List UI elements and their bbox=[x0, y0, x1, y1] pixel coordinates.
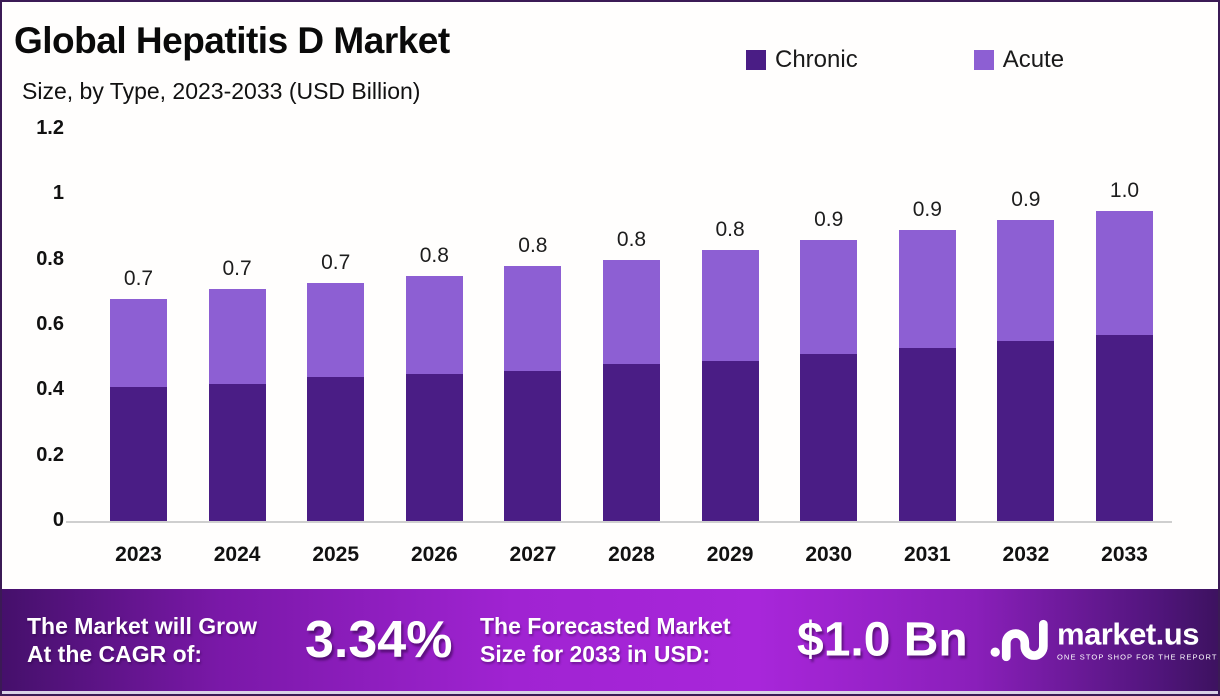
page-title: Global Hepatitis D Market bbox=[14, 20, 450, 61]
bar-segment-chronic-2031 bbox=[898, 347, 956, 521]
x-tick-label-2032: 2032 bbox=[1002, 543, 1050, 566]
bar-segment-acute-2027 bbox=[504, 266, 562, 371]
legend-item-chronic: Chronic bbox=[746, 46, 858, 74]
x-tick-label-2024: 2024 bbox=[213, 543, 261, 566]
footer-banner: The Market will Grow At the CAGR of: 3.3… bbox=[2, 589, 1218, 691]
brand-name: market.us bbox=[1057, 616, 1199, 652]
marketus-logo-icon bbox=[990, 619, 1048, 661]
bar-segment-chronic-2029 bbox=[701, 360, 759, 521]
bar-value-label-2024: 0.7 bbox=[222, 257, 252, 281]
bar-segment-chronic-2027 bbox=[504, 370, 562, 521]
bar-value-label-2029: 0.8 bbox=[715, 217, 745, 241]
bar-segment-chronic-2024 bbox=[208, 383, 266, 521]
bar-segment-acute-2033 bbox=[1096, 210, 1153, 335]
forecast-value: $1.0 Bn bbox=[797, 613, 968, 667]
bar-2023 bbox=[110, 298, 167, 521]
cagr-label: The Market will Grow At the CAGR of: bbox=[27, 612, 257, 668]
brand-tagline: ONE STOP SHOP FOR THE REPORTS bbox=[1057, 652, 1220, 662]
bar-segment-acute-2025 bbox=[307, 282, 365, 378]
bar-segment-chronic-2023 bbox=[110, 387, 167, 521]
bar-2026 bbox=[405, 276, 463, 521]
bar-segment-chronic-2030 bbox=[800, 354, 858, 521]
bar-2033 bbox=[1096, 210, 1153, 521]
brand-text-block: market.us ONE STOP SHOP FOR THE REPORTS bbox=[1057, 616, 1220, 662]
acute-swatch-icon bbox=[973, 50, 994, 70]
bar-segment-acute-2030 bbox=[800, 240, 858, 355]
bar-segment-acute-2026 bbox=[405, 276, 463, 374]
y-tick-label: 0.2 bbox=[36, 443, 64, 466]
bar-value-label-2030: 0.9 bbox=[814, 208, 844, 232]
bar-2027 bbox=[504, 266, 562, 521]
bar-segment-chronic-2032 bbox=[997, 341, 1055, 521]
bar-value-label-2033: 1.0 bbox=[1109, 178, 1140, 202]
forecast-label-line1: The Forecasted Market bbox=[480, 613, 731, 639]
forecast-label: The Forecasted Market Size for 2033 in U… bbox=[480, 612, 731, 668]
x-tick-label-2027: 2027 bbox=[509, 543, 557, 566]
cagr-label-line1: The Market will Grow bbox=[27, 613, 258, 639]
x-tick-label-2028: 2028 bbox=[608, 543, 655, 566]
bar-value-label-2026: 0.8 bbox=[419, 244, 449, 267]
x-axis-line bbox=[66, 521, 1172, 523]
bar-value-label-2028: 0.8 bbox=[616, 227, 647, 251]
bar-2025 bbox=[307, 282, 365, 521]
bar-segment-chronic-2026 bbox=[405, 374, 463, 521]
bar-segment-chronic-2025 bbox=[307, 377, 365, 521]
legend-item-acute: Acute bbox=[973, 46, 1065, 74]
bar-2028 bbox=[603, 259, 660, 521]
footer-bottom-strip bbox=[2, 691, 1218, 694]
bar-2031 bbox=[898, 230, 956, 521]
brand-logo: market.us ONE STOP SHOP FOR THE REPORTS bbox=[990, 616, 1220, 662]
bar-value-label-2025: 0.7 bbox=[321, 250, 351, 274]
bar-value-label-2023: 0.7 bbox=[123, 266, 154, 290]
legend-label-chronic: Chronic bbox=[775, 46, 858, 73]
x-tick-label-2033: 2033 bbox=[1101, 543, 1148, 566]
y-tick-label: 1 bbox=[52, 182, 64, 205]
forecast-label-line2: Size for 2033 in USD: bbox=[480, 641, 711, 667]
y-tick-label: 0.4 bbox=[36, 378, 64, 401]
x-tick-label-2029: 2029 bbox=[706, 543, 754, 566]
page-subtitle: Size, by Type, 2023-2033 (USD Billion) bbox=[22, 78, 421, 104]
x-tick-label-2025: 2025 bbox=[312, 543, 360, 566]
x-tick-label-2030: 2030 bbox=[805, 543, 853, 566]
bar-segment-acute-2032 bbox=[997, 220, 1055, 342]
bar-segment-acute-2023 bbox=[110, 298, 167, 388]
bar-segment-acute-2031 bbox=[898, 230, 956, 348]
y-tick-label: 0.8 bbox=[36, 247, 64, 270]
y-tick-label: 1.2 bbox=[36, 117, 64, 139]
cagr-value: 3.34% bbox=[305, 611, 453, 669]
legend-label-acute: Acute bbox=[1002, 46, 1065, 73]
bar-segment-acute-2029 bbox=[701, 249, 759, 361]
bar-segment-acute-2024 bbox=[208, 289, 266, 384]
bar-value-label-2027: 0.8 bbox=[518, 234, 548, 258]
bar-segment-acute-2028 bbox=[603, 259, 660, 365]
cagr-label-line2: At the CAGR of: bbox=[27, 641, 203, 667]
plot-area: 0.7 0.7 0.7 0.8 0.8 0.8 0.8 0.9 0.9 0.9 1.0 bbox=[72, 129, 1172, 521]
chart-legend: Chronic Acute bbox=[746, 46, 1064, 74]
bar-segment-chronic-2033 bbox=[1096, 334, 1153, 521]
bar-segment-chronic-2028 bbox=[603, 364, 660, 521]
bar-2024 bbox=[208, 289, 266, 521]
y-tick-label: 0 bbox=[52, 509, 64, 531]
bar-2032 bbox=[997, 220, 1055, 521]
bar-value-label-2032: 0.9 bbox=[1011, 188, 1041, 212]
y-tick-label: 0.6 bbox=[36, 313, 64, 335]
bar-2030 bbox=[800, 240, 858, 521]
x-tick-label-2023: 2023 bbox=[115, 543, 162, 566]
bar-2029 bbox=[701, 249, 759, 521]
bar-value-label-2031: 0.9 bbox=[912, 198, 942, 222]
x-tick-label-2031: 2031 bbox=[903, 543, 951, 566]
chronic-swatch-icon bbox=[746, 50, 766, 70]
x-tick-label-2026: 2026 bbox=[410, 543, 458, 566]
